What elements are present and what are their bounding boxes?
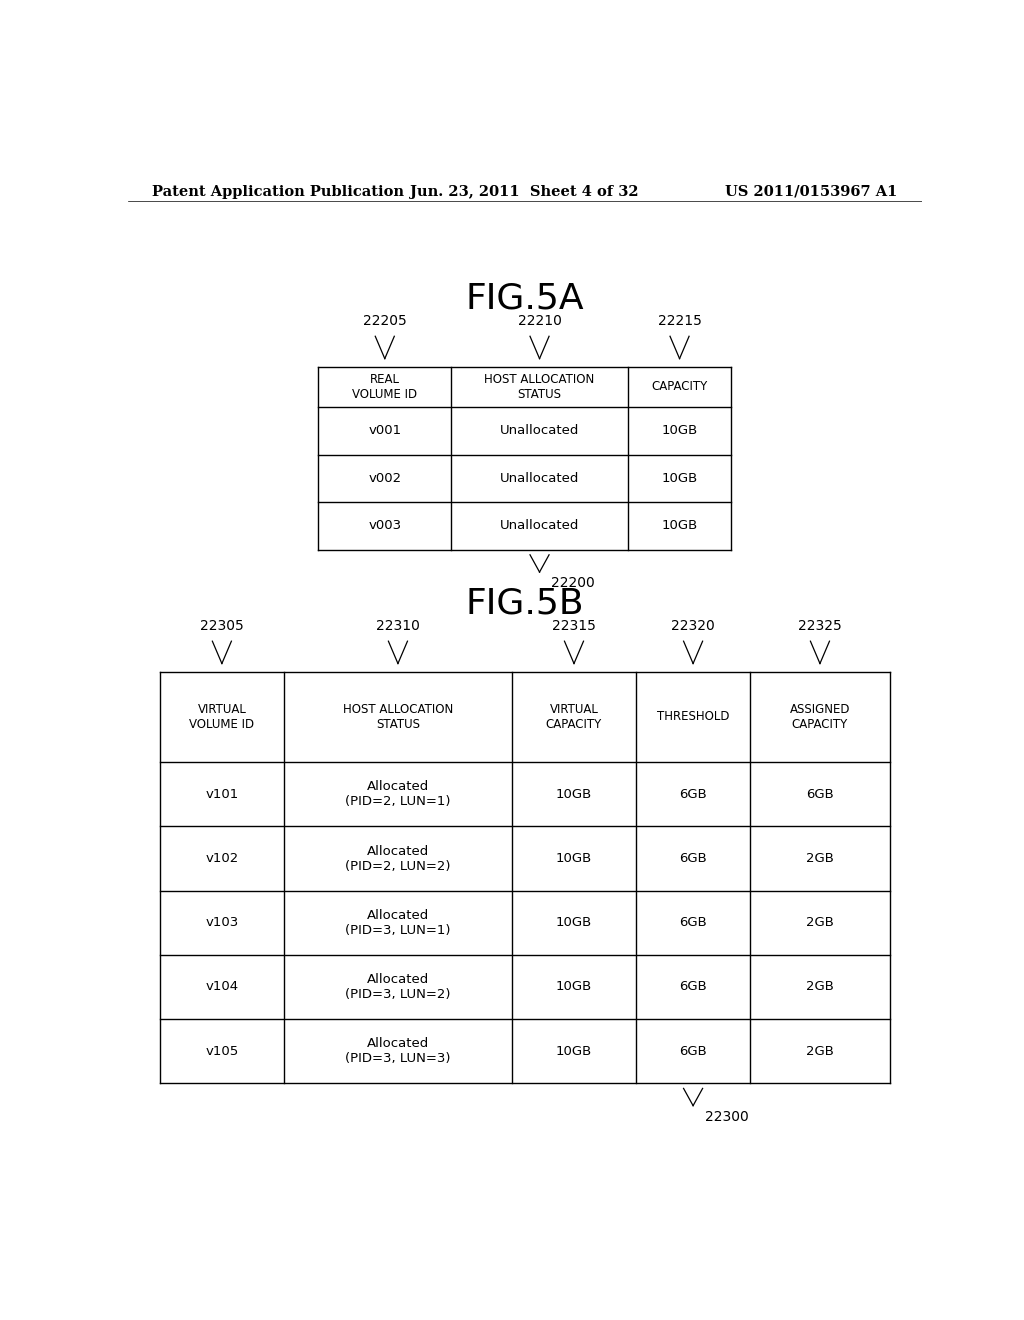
Text: 22210: 22210 bbox=[517, 314, 561, 329]
Text: Unallocated: Unallocated bbox=[500, 520, 580, 532]
Text: v101: v101 bbox=[205, 788, 239, 801]
Text: 22325: 22325 bbox=[798, 619, 842, 634]
Text: Unallocated: Unallocated bbox=[500, 471, 580, 484]
Text: Patent Application Publication: Patent Application Publication bbox=[152, 185, 403, 199]
Text: Jun. 23, 2011  Sheet 4 of 32: Jun. 23, 2011 Sheet 4 of 32 bbox=[411, 185, 639, 199]
Text: 6GB: 6GB bbox=[679, 916, 707, 929]
Text: 22305: 22305 bbox=[200, 619, 244, 634]
Text: VIRTUAL
CAPACITY: VIRTUAL CAPACITY bbox=[546, 704, 602, 731]
Text: Allocated
(PID=2, LUN=2): Allocated (PID=2, LUN=2) bbox=[345, 845, 451, 873]
Text: v103: v103 bbox=[205, 916, 239, 929]
Text: v105: v105 bbox=[205, 1044, 239, 1057]
Text: 6GB: 6GB bbox=[679, 1044, 707, 1057]
Text: ASSIGNED
CAPACITY: ASSIGNED CAPACITY bbox=[790, 704, 850, 731]
Text: 10GB: 10GB bbox=[556, 916, 592, 929]
Text: 10GB: 10GB bbox=[662, 471, 697, 484]
Text: Unallocated: Unallocated bbox=[500, 424, 580, 437]
Text: 6GB: 6GB bbox=[679, 788, 707, 801]
Text: 22300: 22300 bbox=[705, 1110, 749, 1123]
Text: US 2011/0153967 A1: US 2011/0153967 A1 bbox=[725, 185, 898, 199]
Text: 6GB: 6GB bbox=[679, 981, 707, 994]
Text: Allocated
(PID=3, LUN=2): Allocated (PID=3, LUN=2) bbox=[345, 973, 451, 1001]
Text: 22205: 22205 bbox=[362, 314, 407, 329]
Text: 10GB: 10GB bbox=[662, 424, 697, 437]
Text: FIG.5A: FIG.5A bbox=[466, 282, 584, 315]
Text: v102: v102 bbox=[205, 853, 239, 865]
Text: 10GB: 10GB bbox=[556, 981, 592, 994]
Text: 2GB: 2GB bbox=[806, 853, 834, 865]
Text: 10GB: 10GB bbox=[556, 788, 592, 801]
Text: 10GB: 10GB bbox=[556, 1044, 592, 1057]
Text: 22315: 22315 bbox=[552, 619, 596, 634]
Text: CAPACITY: CAPACITY bbox=[651, 380, 708, 393]
Text: 22215: 22215 bbox=[657, 314, 701, 329]
Text: Allocated
(PID=2, LUN=1): Allocated (PID=2, LUN=1) bbox=[345, 780, 451, 808]
Text: VIRTUAL
VOLUME ID: VIRTUAL VOLUME ID bbox=[189, 704, 254, 731]
Text: 2GB: 2GB bbox=[806, 981, 834, 994]
Text: 22200: 22200 bbox=[552, 576, 595, 590]
Text: 10GB: 10GB bbox=[556, 853, 592, 865]
Text: v001: v001 bbox=[369, 424, 401, 437]
Text: 6GB: 6GB bbox=[806, 788, 834, 801]
Text: Allocated
(PID=3, LUN=1): Allocated (PID=3, LUN=1) bbox=[345, 908, 451, 937]
Text: HOST ALLOCATION
STATUS: HOST ALLOCATION STATUS bbox=[343, 704, 453, 731]
Text: HOST ALLOCATION
STATUS: HOST ALLOCATION STATUS bbox=[484, 372, 595, 401]
Text: 22320: 22320 bbox=[671, 619, 715, 634]
Text: 22310: 22310 bbox=[376, 619, 420, 634]
Text: v002: v002 bbox=[369, 471, 401, 484]
Text: 2GB: 2GB bbox=[806, 916, 834, 929]
Text: 2GB: 2GB bbox=[806, 1044, 834, 1057]
Text: REAL
VOLUME ID: REAL VOLUME ID bbox=[352, 372, 418, 401]
Text: v003: v003 bbox=[369, 520, 401, 532]
Text: 6GB: 6GB bbox=[679, 853, 707, 865]
Text: v104: v104 bbox=[206, 981, 239, 994]
Text: THRESHOLD: THRESHOLD bbox=[656, 710, 729, 723]
Text: Allocated
(PID=3, LUN=3): Allocated (PID=3, LUN=3) bbox=[345, 1038, 451, 1065]
Text: FIG.5B: FIG.5B bbox=[466, 587, 584, 620]
Text: 10GB: 10GB bbox=[662, 520, 697, 532]
